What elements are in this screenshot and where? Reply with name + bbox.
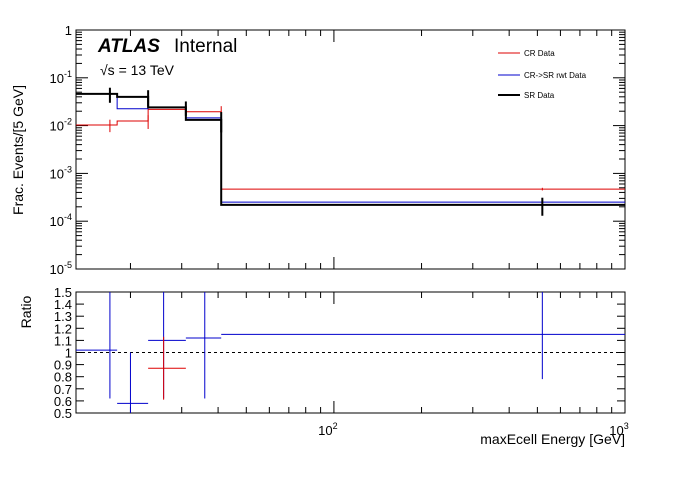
top-series-group — [76, 87, 625, 216]
series-step-0 — [76, 108, 625, 190]
ratio-y-tick-label: 1.4 — [54, 297, 72, 312]
ratio-y-tick-label: 0.7 — [54, 382, 72, 397]
top-y-tick-label: 10-2 — [50, 117, 72, 134]
legend: CR Data CR->SR rwt Data SR Data — [498, 49, 587, 100]
top-y-tick-label: 10-4 — [50, 212, 72, 229]
ratio-y-tick-label: 1.3 — [54, 309, 72, 324]
top-y-tick-label: 1 — [65, 23, 72, 38]
top-y-tick-label: 10-1 — [50, 69, 72, 86]
series-step-2 — [76, 92, 625, 206]
ratio-y-tick-label: 0.6 — [54, 394, 72, 409]
top-y-tick-label: 10-5 — [50, 260, 72, 277]
ratio-y-tick-label: 0.9 — [54, 358, 72, 373]
atlas-label: ATLAS — [97, 36, 160, 57]
ratio-y-axis-title: Ratio — [18, 295, 34, 328]
ratio-y-tick-label: 0.5 — [54, 406, 72, 421]
top-y-tick-label: 10-3 — [50, 164, 72, 181]
legend-label-crsr: CR->SR rwt Data — [524, 71, 587, 80]
ratio-y-tick-label: 0.8 — [54, 370, 72, 385]
top-y-axis-title: Frac. Events/[5 GeV] — [10, 85, 26, 215]
ratio-y-tick-label: 1.1 — [54, 333, 72, 348]
ratio-x-tick-label: 102 — [318, 421, 337, 438]
energy-label: √s = 13 TeV — [100, 62, 175, 78]
x-axis-title: maxEcell Energy [GeV] — [480, 431, 625, 447]
top-axis-ticks: 10-5 10-4 10-3 10-2 10-1 1 — [50, 23, 626, 277]
atlas-status: Internal — [174, 36, 237, 57]
legend-label-cr: CR Data — [524, 49, 555, 58]
ratio-y-tick-label: 1.5 — [54, 285, 72, 300]
ratio-y-tick-label: 1.2 — [54, 321, 72, 336]
top-panel-frame — [75, 29, 626, 270]
legend-label-sr: SR Data — [524, 91, 555, 100]
ratio-y-tick-label: 1 — [65, 346, 72, 361]
series-step-1 — [76, 93, 625, 203]
ratio-series-group — [76, 292, 625, 413]
